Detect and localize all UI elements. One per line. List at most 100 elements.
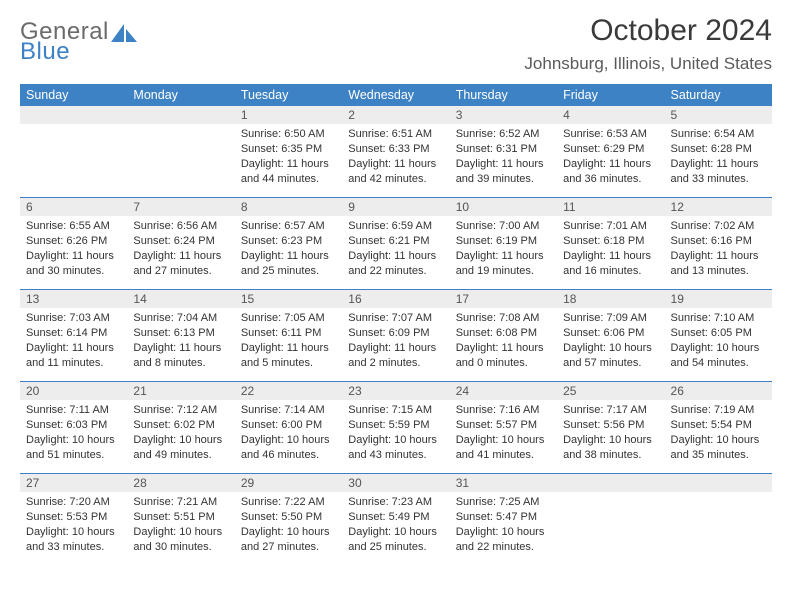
sunrise-line: Sunrise: 6:56 AM — [133, 219, 228, 234]
day-number-cell — [20, 106, 127, 124]
month-title: October 2024 — [524, 14, 772, 48]
day-number-cell: 25 — [557, 382, 664, 401]
day-body-cell: Sunrise: 7:19 AMSunset: 5:54 PMDaylight:… — [665, 400, 772, 474]
day-number-cell: 21 — [127, 382, 234, 401]
day-number-cell: 11 — [557, 198, 664, 217]
daylight-line: Daylight: 11 hours and 13 minutes. — [671, 249, 766, 279]
daylight-line: Daylight: 11 hours and 33 minutes. — [671, 157, 766, 187]
day-body-cell: Sunrise: 7:00 AMSunset: 6:19 PMDaylight:… — [450, 216, 557, 290]
day-body-cell: Sunrise: 6:54 AMSunset: 6:28 PMDaylight:… — [665, 124, 772, 198]
sunrise-line: Sunrise: 7:02 AM — [671, 219, 766, 234]
sunrise-line: Sunrise: 7:19 AM — [671, 403, 766, 418]
day-body-cell: Sunrise: 7:21 AMSunset: 5:51 PMDaylight:… — [127, 492, 234, 565]
sunrise-line: Sunrise: 7:12 AM — [133, 403, 228, 418]
sunset-line: Sunset: 6:03 PM — [26, 418, 121, 433]
day-number-cell — [127, 106, 234, 124]
sunset-line: Sunset: 5:49 PM — [348, 510, 443, 525]
day-body-row: Sunrise: 7:20 AMSunset: 5:53 PMDaylight:… — [20, 492, 772, 565]
day-body-cell: Sunrise: 6:57 AMSunset: 6:23 PMDaylight:… — [235, 216, 342, 290]
daylight-line: Daylight: 10 hours and 35 minutes. — [671, 433, 766, 463]
sunset-line: Sunset: 5:53 PM — [26, 510, 121, 525]
daylight-line: Daylight: 11 hours and 42 minutes. — [348, 157, 443, 187]
header-row: General Blue October 2024 Johnsburg, Ill… — [20, 14, 772, 82]
sunset-line: Sunset: 6:05 PM — [671, 326, 766, 341]
day-number-cell: 18 — [557, 290, 664, 309]
sunrise-line: Sunrise: 7:22 AM — [241, 495, 336, 510]
day-body-cell: Sunrise: 7:16 AMSunset: 5:57 PMDaylight:… — [450, 400, 557, 474]
day-body-row: Sunrise: 6:50 AMSunset: 6:35 PMDaylight:… — [20, 124, 772, 198]
day-body-cell: Sunrise: 6:56 AMSunset: 6:24 PMDaylight:… — [127, 216, 234, 290]
sunset-line: Sunset: 5:59 PM — [348, 418, 443, 433]
daylight-line: Daylight: 11 hours and 25 minutes. — [241, 249, 336, 279]
sunset-line: Sunset: 6:00 PM — [241, 418, 336, 433]
sunset-line: Sunset: 6:13 PM — [133, 326, 228, 341]
sunrise-line: Sunrise: 7:15 AM — [348, 403, 443, 418]
day-body-cell: Sunrise: 7:22 AMSunset: 5:50 PMDaylight:… — [235, 492, 342, 565]
logo-sail-icon — [111, 24, 137, 42]
day-number-cell: 14 — [127, 290, 234, 309]
sunset-line: Sunset: 5:57 PM — [456, 418, 551, 433]
day-body-row: Sunrise: 7:03 AMSunset: 6:14 PMDaylight:… — [20, 308, 772, 382]
daylight-line: Daylight: 10 hours and 57 minutes. — [563, 341, 658, 371]
sunrise-line: Sunrise: 6:57 AM — [241, 219, 336, 234]
daylight-line: Daylight: 10 hours and 25 minutes. — [348, 525, 443, 555]
day-body-cell: Sunrise: 7:05 AMSunset: 6:11 PMDaylight:… — [235, 308, 342, 382]
sunrise-line: Sunrise: 6:54 AM — [671, 127, 766, 142]
daylight-line: Daylight: 10 hours and 49 minutes. — [133, 433, 228, 463]
day-number-cell: 19 — [665, 290, 772, 309]
day-header: Sunday — [20, 84, 127, 106]
day-number-cell: 4 — [557, 106, 664, 124]
sunrise-line: Sunrise: 7:25 AM — [456, 495, 551, 510]
day-body-cell: Sunrise: 7:09 AMSunset: 6:06 PMDaylight:… — [557, 308, 664, 382]
sunset-line: Sunset: 6:23 PM — [241, 234, 336, 249]
daylight-line: Daylight: 11 hours and 0 minutes. — [456, 341, 551, 371]
day-number-cell: 31 — [450, 474, 557, 493]
day-body-cell: Sunrise: 7:07 AMSunset: 6:09 PMDaylight:… — [342, 308, 449, 382]
sunrise-line: Sunrise: 7:11 AM — [26, 403, 121, 418]
day-number-cell: 29 — [235, 474, 342, 493]
daylight-line: Daylight: 10 hours and 27 minutes. — [241, 525, 336, 555]
day-body-cell: Sunrise: 7:20 AMSunset: 5:53 PMDaylight:… — [20, 492, 127, 565]
sunrise-line: Sunrise: 7:17 AM — [563, 403, 658, 418]
sunrise-line: Sunrise: 6:50 AM — [241, 127, 336, 142]
day-body-cell: Sunrise: 7:15 AMSunset: 5:59 PMDaylight:… — [342, 400, 449, 474]
day-body-cell: Sunrise: 7:04 AMSunset: 6:13 PMDaylight:… — [127, 308, 234, 382]
daylight-line: Daylight: 11 hours and 39 minutes. — [456, 157, 551, 187]
sunset-line: Sunset: 6:31 PM — [456, 142, 551, 157]
sunrise-line: Sunrise: 7:14 AM — [241, 403, 336, 418]
day-header: Saturday — [665, 84, 772, 106]
day-number-cell: 22 — [235, 382, 342, 401]
daynum-row: 12345 — [20, 106, 772, 124]
sunset-line: Sunset: 6:33 PM — [348, 142, 443, 157]
day-number-cell: 15 — [235, 290, 342, 309]
calendar-header: SundayMondayTuesdayWednesdayThursdayFrid… — [20, 84, 772, 106]
sunrise-line: Sunrise: 6:53 AM — [563, 127, 658, 142]
day-number-cell: 2 — [342, 106, 449, 124]
daylight-line: Daylight: 10 hours and 46 minutes. — [241, 433, 336, 463]
day-header: Friday — [557, 84, 664, 106]
sunset-line: Sunset: 6:26 PM — [26, 234, 121, 249]
sunrise-line: Sunrise: 7:04 AM — [133, 311, 228, 326]
daylight-line: Daylight: 10 hours and 22 minutes. — [456, 525, 551, 555]
day-body-cell — [127, 124, 234, 198]
daylight-line: Daylight: 10 hours and 41 minutes. — [456, 433, 551, 463]
sunrise-line: Sunrise: 6:55 AM — [26, 219, 121, 234]
sunset-line: Sunset: 6:29 PM — [563, 142, 658, 157]
day-number-cell: 9 — [342, 198, 449, 217]
daynum-row: 6789101112 — [20, 198, 772, 217]
sunset-line: Sunset: 5:50 PM — [241, 510, 336, 525]
day-body-cell: Sunrise: 7:14 AMSunset: 6:00 PMDaylight:… — [235, 400, 342, 474]
sunset-line: Sunset: 6:06 PM — [563, 326, 658, 341]
day-number-cell: 23 — [342, 382, 449, 401]
sunset-line: Sunset: 5:47 PM — [456, 510, 551, 525]
day-header: Thursday — [450, 84, 557, 106]
daylight-line: Daylight: 10 hours and 51 minutes. — [26, 433, 121, 463]
day-body-cell: Sunrise: 6:55 AMSunset: 6:26 PMDaylight:… — [20, 216, 127, 290]
calendar-table: SundayMondayTuesdayWednesdayThursdayFrid… — [20, 84, 772, 565]
sunrise-line: Sunrise: 7:09 AM — [563, 311, 658, 326]
daylight-line: Daylight: 11 hours and 22 minutes. — [348, 249, 443, 279]
day-body-cell: Sunrise: 7:10 AMSunset: 6:05 PMDaylight:… — [665, 308, 772, 382]
sunset-line: Sunset: 5:51 PM — [133, 510, 228, 525]
daynum-row: 20212223242526 — [20, 382, 772, 401]
sunset-line: Sunset: 6:02 PM — [133, 418, 228, 433]
